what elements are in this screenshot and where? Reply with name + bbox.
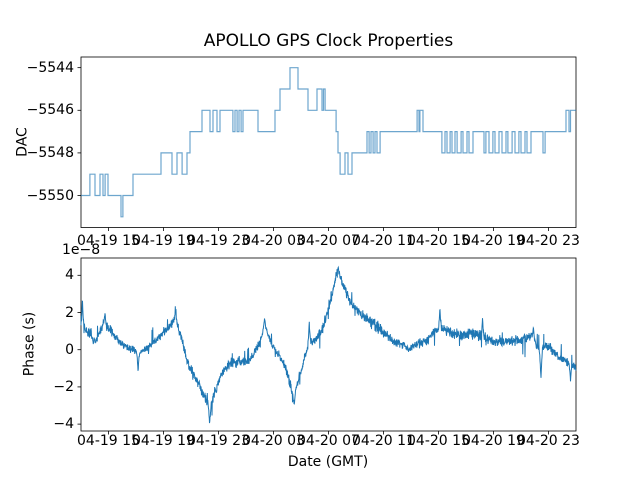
top-x-tick-label: 04-19 15 bbox=[77, 233, 140, 249]
bottom-x-tick-label: 04-20 19 bbox=[462, 433, 525, 449]
top-x-tick-label: 04-19 19 bbox=[132, 233, 195, 249]
phase-noise-line bbox=[80, 265, 577, 424]
top-x-tick-label: 04-20 19 bbox=[462, 233, 525, 249]
top-x-tick-label: 04-20 15 bbox=[407, 233, 470, 249]
y-axis-offset-text: 1e−8 bbox=[62, 242, 101, 258]
bottom-y-tick-label: −2 bbox=[53, 378, 74, 395]
bottom-y-tick-label: 4 bbox=[65, 267, 74, 284]
top-y-tick-label: −5546 bbox=[26, 102, 74, 119]
x-axis-label: Date (GMT) bbox=[287, 454, 369, 470]
bottom-y-tick-label: −4 bbox=[53, 416, 74, 433]
bottom-y-tick-label: 0 bbox=[65, 341, 74, 358]
bottom-x-tick-label: 04-20 23 bbox=[517, 433, 580, 449]
top-y-tick-label: −5544 bbox=[26, 59, 74, 76]
top-x-tick-label: 04-20 07 bbox=[297, 233, 360, 249]
chart-title: APOLLO GPS Clock Properties bbox=[203, 31, 454, 51]
bottom-x-tick-label: 04-19 23 bbox=[187, 433, 250, 449]
top-y-tick-label: −5550 bbox=[26, 187, 74, 204]
bottom-x-tick-label: 04-19 19 bbox=[132, 433, 195, 449]
top-x-tick-label: 04-20 03 bbox=[242, 233, 305, 249]
bottom-x-tick-label: 04-20 07 bbox=[297, 433, 360, 449]
bottom-y-tick-label: 2 bbox=[65, 304, 74, 321]
top-x-tick-label: 04-20 11 bbox=[352, 233, 415, 249]
bottom-x-tick-label: 04-20 15 bbox=[407, 433, 470, 449]
top-x-tick-label: 04-19 23 bbox=[187, 233, 250, 249]
dac-step-line bbox=[81, 67, 576, 218]
bottom-x-tick-label: 04-20 11 bbox=[352, 433, 415, 449]
top-x-tick-label: 04-20 23 bbox=[517, 233, 580, 249]
bottom-x-tick-label: 04-20 03 bbox=[242, 433, 305, 449]
bottom-x-tick-label: 04-19 15 bbox=[77, 433, 140, 449]
top-y-tick-label: −5548 bbox=[26, 144, 74, 161]
